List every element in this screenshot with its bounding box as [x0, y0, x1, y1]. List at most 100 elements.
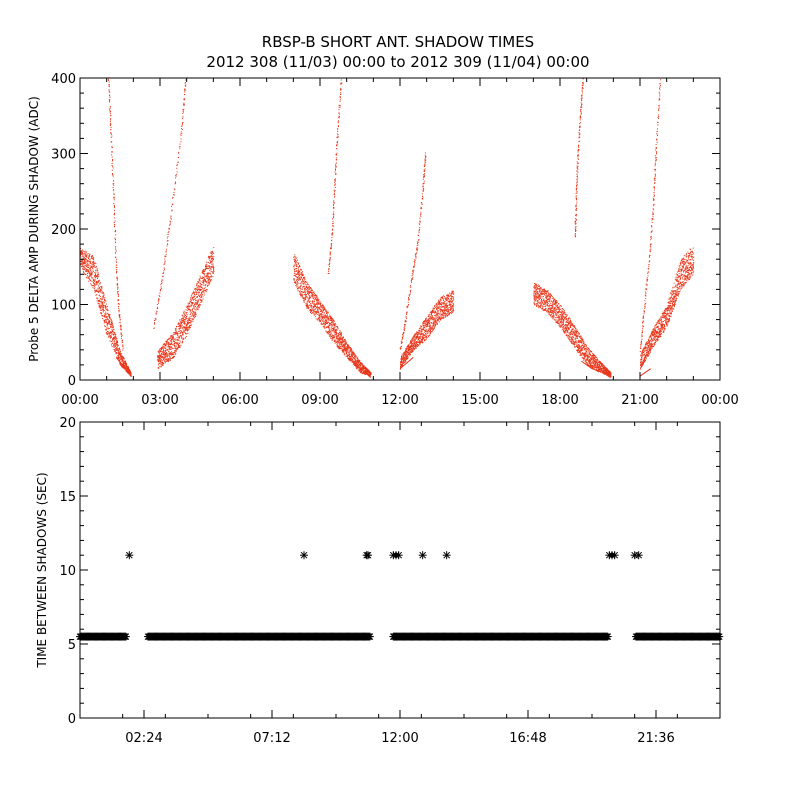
top-data-point	[115, 335, 117, 337]
top-data-point	[180, 320, 182, 322]
top-data-point	[426, 317, 428, 319]
top-data-point	[451, 302, 453, 304]
top-data-point	[429, 329, 431, 330]
top-data-point	[125, 361, 127, 363]
top-data-point	[556, 315, 558, 317]
top-data-point	[331, 323, 333, 325]
top-data-point	[198, 305, 200, 307]
top-data-point	[427, 320, 429, 322]
top-data-point	[422, 324, 424, 326]
top-data-point	[536, 291, 538, 293]
top-data-point	[432, 317, 434, 319]
top-data-point	[106, 324, 108, 326]
top-data-point	[434, 325, 436, 326]
top-data-point	[440, 299, 442, 301]
top-data-point	[115, 347, 117, 349]
top-data-point	[170, 338, 172, 340]
top-data-point	[304, 285, 306, 287]
top-data-point	[161, 360, 163, 362]
top-data-point	[409, 342, 411, 344]
top-data-point	[84, 258, 86, 260]
top-data-point	[322, 316, 324, 318]
top-data-point	[336, 336, 338, 338]
top-data-point	[369, 373, 371, 375]
top-data-point	[425, 331, 426, 333]
top-data-point	[319, 304, 321, 306]
top-data-point	[440, 309, 441, 311]
top-data-point	[171, 352, 173, 354]
top-data-point	[167, 359, 169, 361]
top-data-point	[542, 302, 544, 304]
top-data-point	[343, 343, 345, 345]
top-data-point	[92, 266, 94, 268]
top-data-point	[90, 283, 92, 285]
top-data-point	[545, 294, 547, 296]
top-data-point	[199, 275, 201, 277]
top-data-point	[334, 325, 336, 327]
top-data-point	[453, 299, 455, 301]
top-data-point	[161, 354, 163, 356]
top-data-point	[422, 332, 424, 334]
top-data-point	[88, 267, 89, 268]
top-data-point	[533, 299, 535, 301]
top-data-point	[540, 303, 542, 305]
top-data-point	[343, 350, 345, 352]
top-data-point	[193, 292, 195, 293]
top-data-point	[442, 312, 444, 313]
top-data-point	[84, 262, 86, 264]
top-data-point	[537, 291, 539, 293]
top-data-point	[533, 287, 535, 289]
top-data-point	[108, 323, 110, 325]
top-data-point	[300, 279, 302, 281]
top-data-point	[294, 260, 296, 262]
top-data-point	[213, 266, 215, 268]
top-data-point	[197, 281, 199, 283]
top-data-point	[171, 347, 173, 349]
top-data-point	[444, 314, 446, 316]
top-data-point	[403, 362, 405, 364]
top-data-point	[208, 278, 210, 280]
top-data-point	[198, 303, 200, 305]
top-data-point	[186, 316, 188, 318]
top-data-point	[205, 266, 207, 268]
top-data-point	[157, 355, 159, 356]
top-data-point	[433, 317, 435, 319]
top-data-point	[538, 290, 540, 292]
top-data-point	[321, 317, 323, 319]
top-data-point	[99, 304, 101, 306]
top-data-point	[174, 352, 176, 354]
top-data-point	[401, 356, 403, 357]
top-data-point	[442, 302, 444, 304]
top-data-point	[116, 356, 118, 358]
top-data-point	[446, 307, 448, 309]
top-data-point	[205, 289, 207, 291]
top-data-point	[330, 318, 332, 320]
top-data-point	[207, 283, 209, 285]
top-data-point	[98, 275, 100, 277]
top-data-point	[445, 304, 447, 306]
top-data-point	[129, 375, 131, 376]
top-data-point	[434, 325, 436, 327]
top-data-point	[294, 269, 296, 271]
top-data-point	[546, 293, 548, 295]
top-data-point	[548, 292, 550, 294]
top-data-point	[107, 327, 109, 329]
top-data-point	[170, 335, 172, 337]
top-data-point	[119, 353, 120, 355]
top-data-point	[321, 313, 323, 315]
top-data-point	[417, 332, 419, 334]
top-data-point	[188, 307, 190, 309]
top-data-point	[158, 358, 160, 360]
top-data-point	[316, 300, 318, 302]
top-data-point	[418, 332, 420, 334]
top-data-point	[410, 345, 412, 347]
top-data-point	[169, 348, 171, 350]
top-data-point	[550, 298, 552, 300]
top-data-point	[550, 309, 551, 311]
top-data-point	[129, 374, 131, 376]
top-data-point	[206, 285, 208, 287]
top-data-point	[421, 337, 423, 339]
top-data-point	[119, 355, 121, 357]
top-data-point	[211, 263, 213, 265]
top-data-point	[433, 319, 435, 321]
